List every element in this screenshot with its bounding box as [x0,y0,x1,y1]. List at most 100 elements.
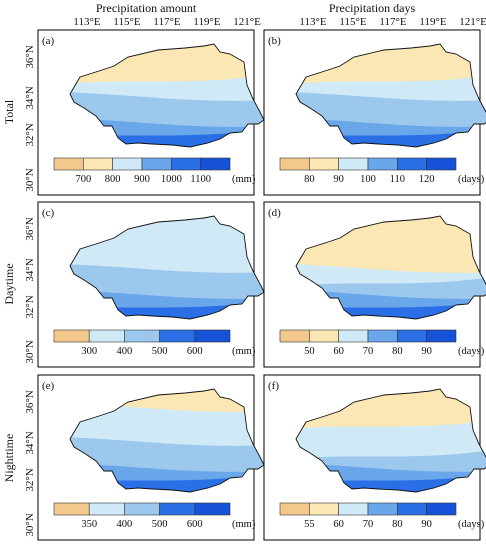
colorbar-swatch [397,502,427,516]
column-title-amount: Precipitation amount [96,1,197,15]
panel-label: (f) [268,380,279,392]
colorbar-tick: 55 [304,519,315,530]
colorbar-swatch [53,157,84,171]
colorbar: 350 400 500 600 (mm) [53,502,256,530]
colorbar-tick: 1100 [190,174,211,185]
lon-label: 121°E [233,16,261,28]
colorbar: 700 800 900 1000 1100 (mm) [53,157,256,185]
colorbar-tick: 100 [360,174,376,185]
colorbar-swatch [309,157,339,171]
map-panel-b: (b) 80 90 100 110 120 (days) [263,29,486,196]
colorbar-tick: 80 [392,346,403,357]
panel-label: (b) [268,35,281,47]
colorbar-swatch [426,157,457,171]
lon-label: 113°E [299,16,326,28]
lon-labels-left: 113°E 115°E 117°E 119°E 121°E [73,16,261,28]
lon-label: 119°E [419,16,446,28]
colorbar-swatch [279,157,310,171]
colorbar: 50 60 70 80 90 (days) [279,329,485,357]
colorbar-swatch [159,329,196,343]
colorbar-tick: 120 [419,174,435,185]
colorbar-swatch [83,157,113,171]
colorbar-tick: 600 [187,519,203,530]
colorbar-swatch [279,329,310,343]
lat-label: 34°N [24,258,36,281]
lat-label: 34°N [24,86,36,109]
colorbar-swatch [194,502,231,516]
colorbar-unit: (days) [458,174,485,185]
colorbar-tick: 70 [363,346,374,357]
region-outline [69,388,265,493]
map-panels: (a) 36°N 34°N 32°N 30°N 700 800 900 1000 1100 (mm)… [24,29,486,541]
colorbar-swatch [309,329,339,343]
colorbar: 80 90 100 110 120 (days) [279,157,485,185]
colorbar-tick: 350 [81,519,97,530]
lon-label: 115°E [339,16,366,28]
lon-label: 113°E [73,16,100,28]
lat-label: 36°N [24,390,36,413]
colorbar-swatch [367,329,398,343]
colorbar-tick: 1000 [161,174,182,185]
colorbar-swatch [124,329,160,343]
lon-labels-right: 113°E 115°E 117°E 119°E 121°E [299,16,486,28]
region-outline [69,43,265,148]
colorbar: 55 60 70 80 90 (days) [279,502,485,530]
colorbar-tick: 800 [105,174,121,185]
colorbar-swatch [338,157,369,171]
lat-label: 32°N [24,123,36,146]
colorbar-tick: 80 [392,519,403,530]
lon-label: 119°E [193,16,220,28]
map-panel-f: (f) 55 60 70 80 90 (days) [263,374,486,541]
colorbar-swatch [194,329,231,343]
region-outline [295,43,486,148]
colorbar-tick: 60 [333,519,344,530]
colorbar-swatch [426,329,457,343]
colorbar-unit: (days) [458,346,485,357]
colorbar-swatch [88,329,125,343]
colorbar-tick: 90 [333,174,344,185]
row-label-nighttime: Nighttime [2,434,16,483]
colorbar-swatch [338,329,369,343]
row-label-daytime: Daytime [2,263,16,304]
colorbar-swatch [338,502,369,516]
colorbar-tick: 90 [421,519,432,530]
colorbar-swatch [124,502,160,516]
colorbar-tick: 600 [187,346,203,357]
colorbar-tick: 500 [152,519,168,530]
region-outline [295,388,486,493]
colorbar-swatch [88,502,125,516]
colorbar-swatch [159,502,196,516]
lon-label: 115°E [113,16,140,28]
region-outline [295,215,486,320]
lat-label: 30°N [24,513,36,536]
colorbar-unit: (mm) [232,346,256,357]
region-outline [69,215,265,320]
panel-label: (a) [42,35,55,47]
lat-label: 32°N [24,468,36,491]
colorbar-swatch [397,329,427,343]
lat-label: 30°N [24,168,36,191]
lon-label: 121°E [459,16,486,28]
lat-label: 36°N [24,45,36,68]
colorbar-tick: 50 [304,346,315,357]
panel-label: (d) [268,207,281,219]
colorbar-tick: 500 [152,346,168,357]
colorbar-swatch [112,157,143,171]
colorbar-unit: (mm) [232,174,256,185]
colorbar: 300 400 500 600 (mm) [53,329,256,357]
lat-label: 30°N [24,340,36,363]
colorbar-swatch [426,502,457,516]
colorbar-tick: 70 [363,519,374,530]
colorbar-swatch [141,157,172,171]
panel-label: (e) [42,380,55,392]
colorbar-tick: 80 [304,174,315,185]
colorbar-swatch [367,157,398,171]
map-panel-e: (e) 36°N 34°N 32°N 30°N 350 400 500 600 (mm) [24,374,265,541]
colorbar-swatch [53,502,90,516]
colorbar-swatch [171,157,201,171]
colorbar-tick: 700 [75,174,91,185]
panel-label: (c) [42,207,55,219]
colorbar-tick: 60 [333,346,344,357]
lat-label: 32°N [24,295,36,318]
